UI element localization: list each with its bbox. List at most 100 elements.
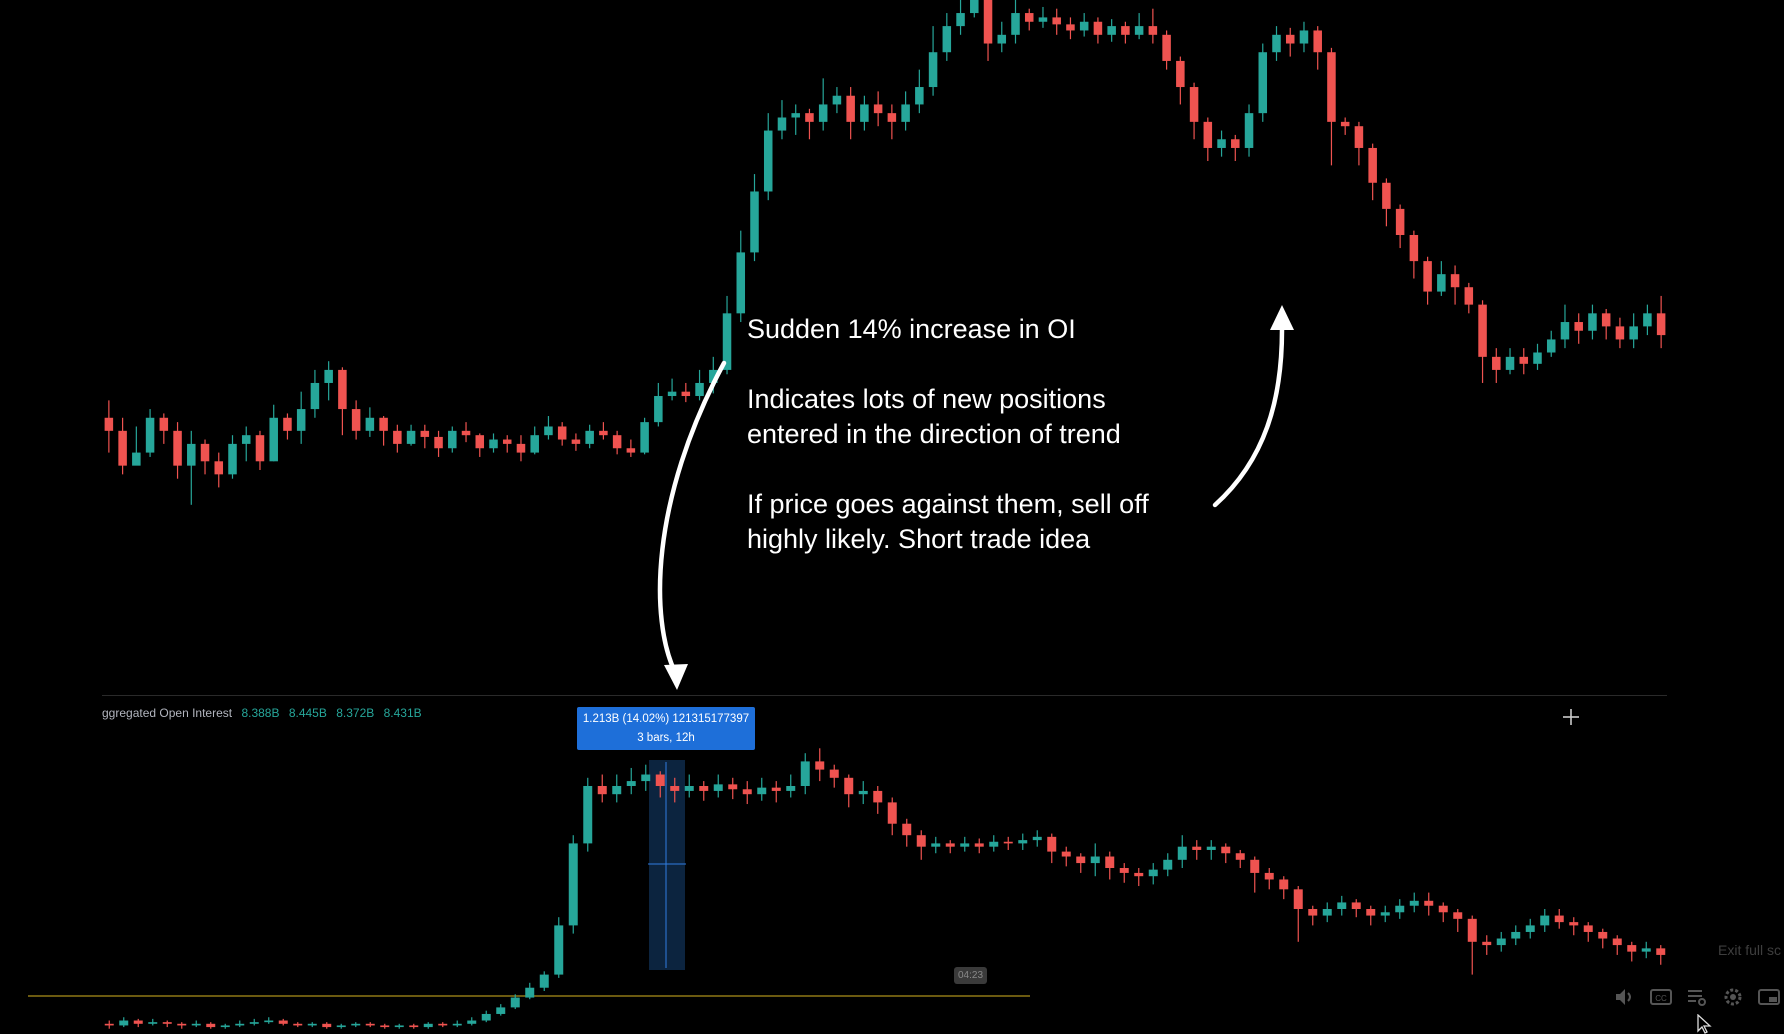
price-candle-body (1409, 235, 1419, 262)
price-candle-body (1121, 26, 1130, 35)
annotation-line-1: Sudden 14% increase in OI (747, 314, 1076, 344)
price-candle-body (942, 26, 952, 53)
price-candle (970, 0, 979, 18)
price-candle-body (928, 52, 938, 88)
playlist-icon[interactable] (1684, 984, 1710, 1010)
price-candle-body (406, 430, 416, 444)
price-candle (132, 426, 141, 466)
price-candle-body (1560, 322, 1570, 340)
price-candle-body (750, 191, 759, 253)
price-candle (1588, 304, 1597, 340)
price-candle (1464, 282, 1474, 314)
price-candle-body (241, 435, 251, 444)
price-candle (1052, 8, 1061, 35)
price-candle (997, 21, 1007, 53)
price-candle (1533, 343, 1542, 370)
price-candle-body (1299, 30, 1309, 44)
price-candle-body (448, 430, 457, 449)
price-candle (310, 369, 320, 418)
price-candle (338, 367, 347, 436)
price-candle-body (1505, 356, 1515, 370)
price-candle-body (516, 443, 526, 453)
price-candle-body (1519, 356, 1529, 364)
price-candle (956, 0, 965, 35)
price-candle-body (585, 430, 594, 444)
price-candle-body (1574, 322, 1583, 331)
price-candle-body (1588, 313, 1597, 331)
price-candle-body (489, 439, 498, 449)
price-candle (846, 87, 855, 140)
price-candle-body (310, 382, 320, 410)
price-candle-body (351, 409, 361, 431)
price-candle (530, 426, 539, 455)
price-candle (393, 424, 402, 453)
price-candle (1162, 30, 1171, 70)
price-candle-body (1258, 52, 1268, 114)
price-candle-body (1533, 352, 1542, 364)
price-candle (722, 295, 732, 375)
price-candle (1423, 256, 1432, 305)
price-candle-body (557, 426, 567, 440)
price-candle-body (612, 435, 622, 449)
player-controls: CC (1612, 984, 1782, 1010)
price-candle (750, 174, 759, 262)
price-candle (1409, 230, 1419, 279)
indicator-value-open: 8.388B (241, 706, 280, 720)
price-candle-body (1601, 313, 1611, 327)
price-candle-body (365, 417, 375, 431)
price-candle (1272, 26, 1281, 61)
price-candle (681, 382, 691, 403)
price-candle-body (640, 422, 649, 453)
price-candle-body (1327, 52, 1336, 122)
price-candle-body (1244, 113, 1254, 148)
price-candle-body (255, 435, 265, 462)
price-candle (1560, 304, 1570, 349)
price-candle-body (1038, 17, 1048, 22)
price-candle (173, 422, 182, 479)
price-candle-body (709, 369, 718, 383)
price-candle (379, 416, 388, 446)
price-candle (1313, 26, 1322, 70)
price-candle-body (434, 436, 443, 449)
settings-icon[interactable] (1720, 984, 1746, 1010)
price-candle (1643, 304, 1652, 336)
pane-divider[interactable] (102, 695, 1667, 696)
price-candle (873, 91, 883, 127)
price-candle-body (1354, 126, 1364, 148)
price-candle (283, 413, 292, 440)
price-candle-body (1066, 24, 1075, 31)
price-candle-body (667, 391, 677, 397)
price-candle-body (599, 430, 608, 436)
exit-fullscreen-label[interactable]: Exit full sc (1718, 942, 1782, 958)
price-candle (1615, 317, 1625, 349)
price-candle (1478, 300, 1487, 383)
price-candle (324, 361, 333, 401)
price-candle (585, 424, 594, 449)
price-candle-body (269, 417, 278, 462)
price-candle-body (1162, 34, 1171, 61)
price-candle-body (736, 252, 746, 314)
price-candle (1148, 8, 1158, 44)
price-candle (1546, 330, 1556, 357)
price-candle-body (1643, 313, 1652, 327)
price-candle (255, 430, 265, 470)
price-candle (1011, 0, 1020, 44)
price-candle (1450, 265, 1460, 305)
volume-icon[interactable] (1612, 984, 1638, 1010)
price-candle-body (571, 439, 581, 444)
crosshair-icon (1563, 709, 1579, 725)
miniplayer-icon[interactable] (1756, 984, 1782, 1010)
price-candle-body (722, 313, 732, 370)
price-candle-body (379, 417, 388, 431)
indicator-legend[interactable]: ggregated Open Interest 8.388B 8.445B 8.… (102, 706, 422, 720)
price-candle (1505, 348, 1515, 375)
price-candle (1382, 178, 1391, 227)
captions-icon[interactable]: CC (1648, 984, 1674, 1010)
price-candle-body (502, 439, 512, 444)
price-candle-body (1615, 326, 1625, 340)
price-candle-body (626, 448, 636, 453)
price-candle (365, 407, 375, 437)
price-candle (983, 0, 993, 61)
price-candle-body (1011, 13, 1020, 35)
